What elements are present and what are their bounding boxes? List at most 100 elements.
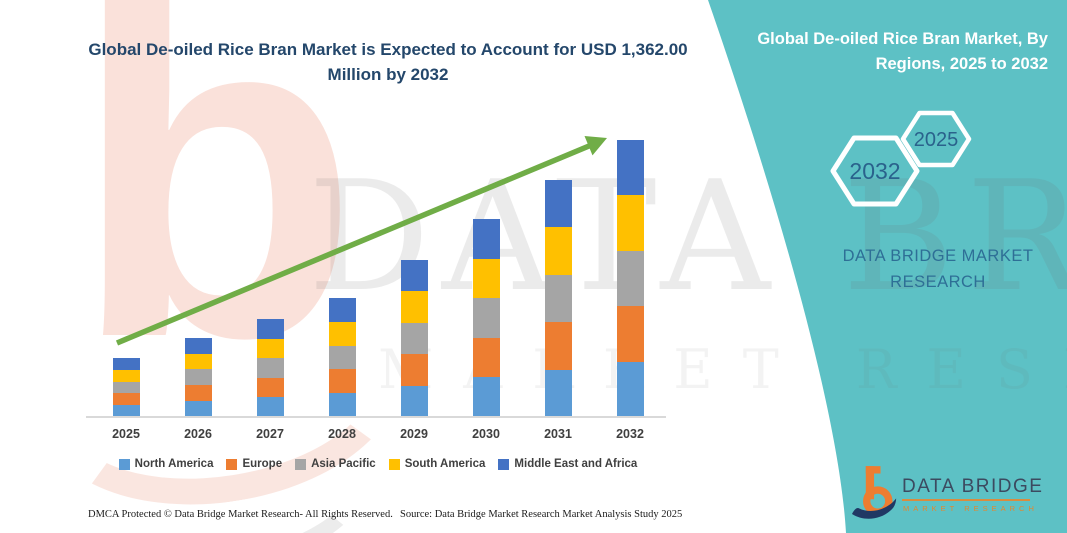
hexagon-2025: [900, 110, 972, 168]
segment-south-america: [472, 258, 500, 299]
segment-north-america: [472, 377, 500, 417]
legend-label: Europe: [242, 458, 283, 470]
stacked-bar-chart: [90, 127, 666, 417]
segment-north-america: [328, 393, 356, 417]
segment-south-america: [544, 227, 572, 275]
x-axis-label: 2029: [400, 427, 428, 441]
stacked-bar: [256, 319, 284, 417]
x-axis-label: 2027: [256, 427, 284, 441]
brand-name-line2: RESEARCH: [890, 273, 986, 292]
legend-label: Middle East and Africa: [514, 458, 638, 470]
segment-asia-pacific: [616, 250, 644, 307]
stacked-bar: [544, 179, 572, 417]
bar-2026: [162, 127, 234, 417]
brand-name-line1: DATA BRIDGE MARKET: [842, 247, 1034, 265]
segment-middle-east-and-africa: [328, 298, 356, 322]
segment-europe: [184, 385, 212, 402]
segment-asia-pacific: [184, 369, 212, 386]
x-axis-baseline: [86, 416, 666, 418]
segment-asia-pacific: [544, 274, 572, 323]
hexagons: 2032 2025: [830, 110, 972, 207]
x-axis-label: 2030: [472, 427, 500, 441]
legend-item: Asia Pacific: [295, 458, 376, 470]
dbmr-logo-icon: [852, 466, 897, 519]
segment-asia-pacific: [400, 322, 428, 355]
legend-label: South America: [404, 458, 486, 470]
segment-middle-east-and-africa: [544, 179, 572, 228]
bar-2030: [450, 127, 522, 417]
x-axis-label: 2031: [544, 427, 572, 441]
legend-label: Asia Pacific: [311, 458, 376, 470]
segment-europe: [472, 337, 500, 378]
legend-swatch: [295, 458, 307, 470]
segment-asia-pacific: [256, 358, 284, 378]
segment-europe: [544, 322, 572, 370]
stacked-bar: [616, 140, 644, 417]
segment-south-america: [616, 195, 644, 251]
segment-europe: [400, 354, 428, 386]
legend-item: Europe: [226, 458, 282, 470]
x-axis-label: 2025: [112, 427, 140, 441]
footer-source: Source: Data Bridge Market Research Mark…: [400, 509, 683, 520]
segment-north-america: [256, 397, 284, 417]
segment-middle-east-and-africa: [472, 218, 500, 259]
legend: North America Europe Asia Pacific South Ame…: [78, 458, 678, 470]
segment-middle-east-and-africa: [184, 337, 212, 354]
bar-2025: [90, 127, 162, 417]
segment-europe: [256, 377, 284, 398]
segment-south-america: [112, 369, 140, 382]
bar-2032: [594, 127, 666, 417]
segment-north-america: [544, 369, 572, 417]
logo-divider: [902, 499, 1030, 501]
segment-middle-east-and-africa: [616, 140, 644, 196]
legend-swatch: [498, 458, 510, 470]
brand-name: DATA BRIDGE MARKET RESEARCH: [812, 243, 1064, 296]
segment-north-america: [400, 385, 428, 417]
bar-2031: [522, 127, 594, 417]
segment-north-america: [184, 401, 212, 417]
logo-subtitle: MARKET RESEARCH: [903, 504, 1038, 513]
segment-south-america: [328, 321, 356, 346]
chart-title: Global De-oiled Rice Bran Market is Expe…: [88, 40, 688, 84]
legend-item: Middle East and Africa: [498, 458, 637, 470]
segment-europe: [616, 306, 644, 362]
segment-asia-pacific: [472, 298, 500, 338]
segment-middle-east-and-africa: [400, 260, 428, 292]
segment-asia-pacific: [328, 345, 356, 370]
x-axis-label: 2032: [616, 427, 644, 441]
bar-2027: [234, 127, 306, 417]
segment-south-america: [400, 291, 428, 323]
hexagon-year-2025: 2025: [914, 129, 959, 151]
legend-swatch: [388, 458, 400, 470]
stacked-bar: [328, 298, 356, 417]
legend-swatch: [118, 458, 130, 470]
legend-swatch: [226, 458, 238, 470]
segment-middle-east-and-africa: [256, 319, 284, 339]
segment-south-america: [184, 353, 212, 370]
hexagon-2032: [830, 135, 920, 207]
stacked-bar: [112, 358, 140, 417]
segment-south-america: [256, 338, 284, 359]
side-panel-title: Global De-oiled Rice Bran Market, By Reg…: [757, 30, 1048, 73]
stacked-bar: [472, 218, 500, 417]
bar-2029: [378, 127, 450, 417]
x-axis-label: 2028: [328, 427, 356, 441]
stacked-bar: [184, 337, 212, 417]
segment-north-america: [112, 405, 140, 417]
x-axis-labels: 2025 2026 2027 2028 2029 2030 2031 2032: [90, 427, 666, 441]
segment-middle-east-and-africa: [112, 358, 140, 370]
x-axis-label: 2026: [184, 427, 212, 441]
logo-title: DATA BRIDGE: [902, 476, 1044, 497]
legend-item: South America: [388, 458, 486, 470]
footer-dmca: DMCA Protected © Data Bridge Market Rese…: [88, 509, 393, 520]
hexagon-year-2032: 2032: [849, 158, 900, 184]
bar-2028: [306, 127, 378, 417]
segment-asia-pacific: [112, 381, 140, 394]
segment-north-america: [616, 361, 644, 417]
segment-europe: [112, 393, 140, 406]
legend-label: North America: [134, 458, 214, 470]
stacked-bar: [400, 260, 428, 417]
legend-item: North America: [118, 458, 214, 470]
